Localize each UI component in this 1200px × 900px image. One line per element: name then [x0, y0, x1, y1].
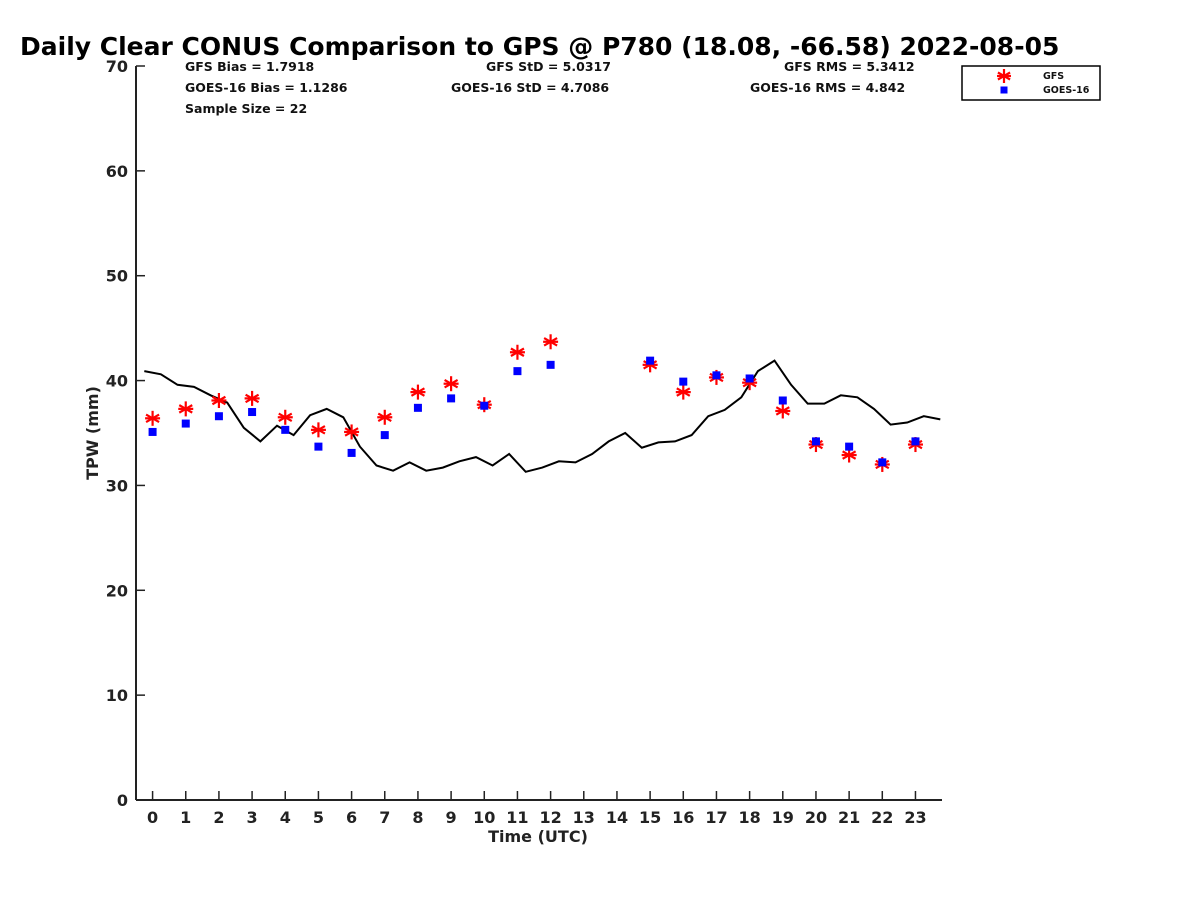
goes-point: [248, 408, 257, 417]
gfs-bias-text: GFS Bias = 1.7918: [185, 59, 314, 74]
goes-point: [679, 377, 688, 386]
y-tick-label: 20: [106, 581, 128, 600]
gfs-point: [377, 409, 393, 425]
x-axis-label: Time (UTC): [488, 827, 588, 846]
goes-point: [480, 401, 489, 410]
goes-rms-text: GOES-16 RMS = 4.842: [750, 80, 905, 95]
x-tick-label: 2: [213, 808, 224, 827]
gfs-point: [775, 403, 791, 419]
goes-bias-text: GOES-16 Bias = 1.1286: [185, 80, 348, 95]
x-tick-label: 0: [147, 808, 158, 827]
x-tick-label: 16: [672, 808, 694, 827]
x-tick-label: 10: [473, 808, 495, 827]
y-tick-label: 30: [106, 476, 128, 495]
y-tick-label: 10: [106, 686, 128, 705]
y-tick-label: 40: [106, 372, 128, 391]
goes-point: [181, 419, 190, 428]
gfs-point: [509, 344, 525, 360]
x-tick-label: 11: [506, 808, 528, 827]
goes-point: [745, 374, 754, 383]
x-tick-label: 8: [412, 808, 423, 827]
x-tick-label: 18: [738, 808, 760, 827]
x-tick-label: 5: [313, 808, 324, 827]
gfs-point: [344, 424, 360, 440]
goes-point: [314, 442, 323, 451]
goes-point: [413, 403, 422, 412]
gfs-point: [410, 384, 426, 400]
goes-point: [281, 425, 290, 434]
legend-gfs-asterisk: [997, 69, 1011, 83]
y-tick-label: 60: [106, 162, 128, 181]
x-tick-label: 17: [705, 808, 727, 827]
plot-area: [144, 334, 941, 473]
y-tick-label: 70: [106, 57, 128, 76]
y-axis-label: TPW (mm): [83, 386, 102, 480]
legend-goes-label: GOES-16: [1043, 85, 1090, 96]
y-tick-label: 0: [117, 791, 128, 810]
chart-title: Daily Clear CONUS Comparison to GPS @ P7…: [20, 32, 1059, 61]
x-tick-label: 21: [838, 808, 860, 827]
gfs-point: [178, 401, 194, 417]
goes-point: [878, 458, 887, 467]
goes-point: [447, 394, 456, 403]
gps-series-line: [144, 359, 941, 473]
x-tick-label: 6: [346, 808, 357, 827]
x-tick-label: 23: [904, 808, 926, 827]
legend-box: [961, 65, 1101, 101]
legend-goes-marker: [1000, 86, 1008, 94]
goes-point: [845, 442, 854, 451]
sample-size-text: Sample Size = 22: [185, 101, 307, 116]
x-tick-label: 1: [180, 808, 191, 827]
x-tick-label: 20: [805, 808, 827, 827]
y-tick-label: 50: [106, 267, 128, 286]
gfs-point: [277, 409, 293, 425]
x-tick-label: 19: [772, 808, 794, 827]
gfs-point: [211, 392, 227, 408]
gfs-point: [145, 410, 161, 426]
gfs-point: [310, 422, 326, 438]
goes-point: [646, 356, 655, 365]
goes-point: [148, 427, 157, 436]
goes-point: [811, 437, 820, 446]
x-tick-label: 3: [247, 808, 258, 827]
gfs-rms-text: GFS RMS = 5.3412: [784, 59, 915, 74]
x-tick-label: 12: [539, 808, 561, 827]
goes-point: [347, 448, 356, 457]
x-tick-label: 4: [280, 808, 291, 827]
x-tick-label: 7: [379, 808, 390, 827]
gfs-point: [675, 384, 691, 400]
goes-point: [546, 360, 555, 369]
goes-point: [778, 396, 787, 405]
goes-point: [911, 437, 920, 446]
goes-point: [513, 367, 522, 376]
x-tick-label: 14: [606, 808, 628, 827]
x-tick-label: 9: [446, 808, 457, 827]
gfs-point: [244, 390, 260, 406]
goes-point: [712, 371, 721, 380]
legend-gfs-marker: [997, 69, 1011, 83]
goes-point: [214, 412, 223, 421]
gfs-point: [543, 334, 559, 350]
legend-goes-square: [1000, 86, 1008, 94]
x-tick-label: 22: [871, 808, 893, 827]
legend-gfs-label: GFS: [1043, 71, 1064, 82]
goes-point: [380, 431, 389, 440]
gfs-std-text: GFS StD = 5.0317: [486, 59, 611, 74]
legend: GFS GOES-16: [961, 65, 1101, 101]
x-tick-label: 15: [639, 808, 661, 827]
goes-std-text: GOES-16 StD = 4.7086: [451, 80, 609, 95]
gfs-point: [443, 376, 459, 392]
x-tick-label: 13: [573, 808, 595, 827]
